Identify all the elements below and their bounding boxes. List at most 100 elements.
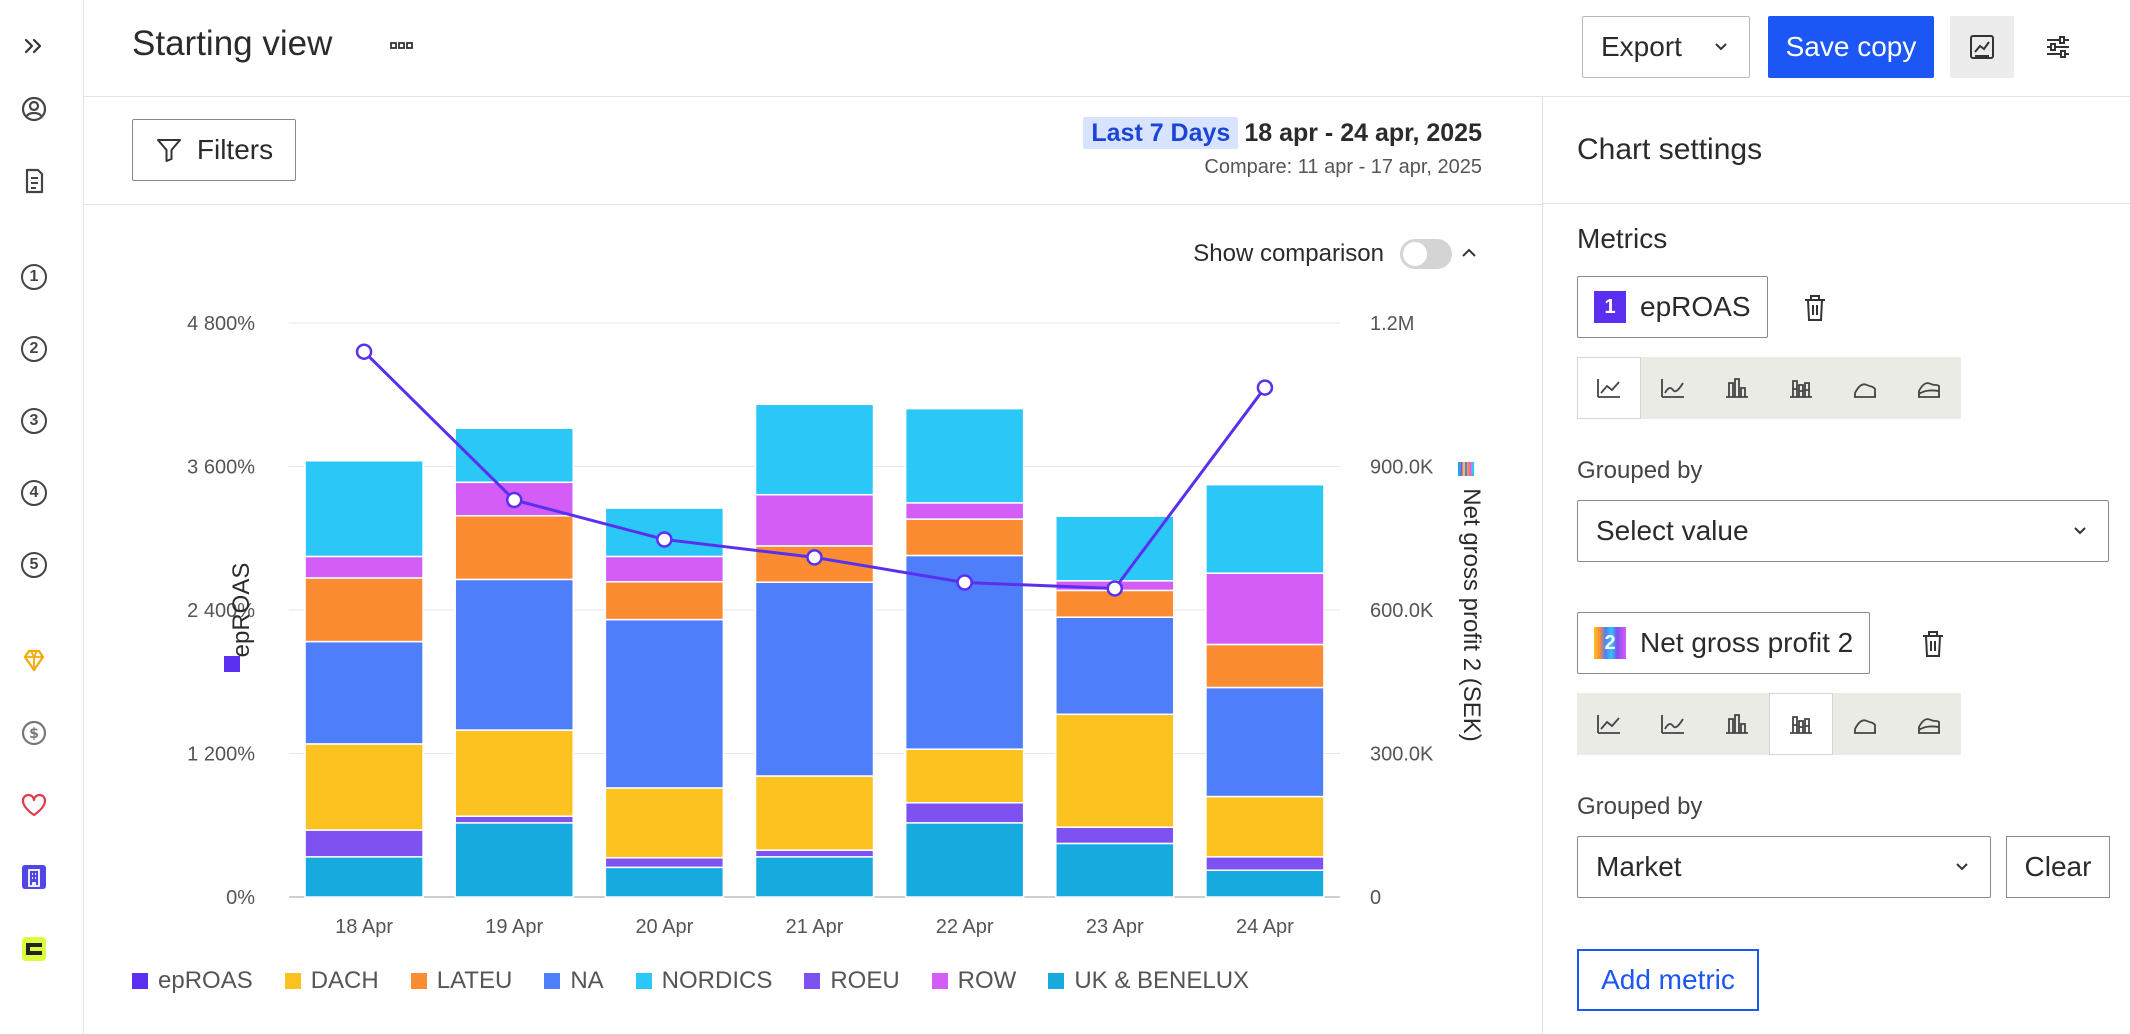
panel-title: Chart settings bbox=[1577, 133, 1763, 166]
legend-item[interactable]: LATEU bbox=[410, 967, 513, 995]
metric-2-chart-type-stacked-area-button[interactable] bbox=[1897, 693, 1961, 755]
delete-metric-1-trash-icon[interactable] bbox=[1799, 291, 1831, 325]
metric-1-chart-type-stacked-bar-button[interactable] bbox=[1769, 357, 1833, 419]
stacked-bar-chart-icon bbox=[1790, 716, 1812, 734]
area-chart-icon bbox=[1854, 719, 1876, 734]
legend-item[interactable]: UK & BENELUX bbox=[1048, 967, 1249, 995]
show-comparison-toggle[interactable] bbox=[1400, 239, 1452, 269]
x-axis-tick-label: 20 Apr bbox=[635, 916, 693, 938]
stacked-bar-chart-icon bbox=[1790, 380, 1812, 398]
heart-icon[interactable] bbox=[17, 788, 51, 822]
diamond-icon[interactable] bbox=[17, 644, 51, 678]
brand-logo-icon[interactable] bbox=[17, 932, 51, 966]
expand-sidebar-icon[interactable] bbox=[17, 29, 51, 63]
legend-item[interactable]: DACH bbox=[284, 967, 379, 995]
sidebar-item-5[interactable]: 5 bbox=[17, 548, 51, 582]
legend-item[interactable]: ROW bbox=[931, 967, 1016, 995]
add-metric-button[interactable]: Add metric bbox=[1577, 949, 1759, 1011]
sidebar-item-3[interactable]: 3 bbox=[17, 404, 51, 438]
metric-2-chip[interactable]: 2 Net gross profit 2 bbox=[1577, 612, 1871, 674]
legend-label: ROEU bbox=[830, 967, 900, 994]
left-axis-swatch bbox=[224, 656, 240, 672]
filters-button[interactable]: Filters bbox=[132, 119, 296, 181]
right-axis-swatch bbox=[1458, 462, 1461, 476]
stacked-area-chart-icon bbox=[1918, 382, 1940, 398]
show-comparison-label: Show comparison bbox=[1193, 240, 1384, 267]
bar-segment bbox=[454, 578, 574, 731]
number-5-icon: 5 bbox=[21, 552, 47, 578]
left-axis-tick-label: 0% bbox=[226, 887, 255, 909]
building-icon[interactable] bbox=[17, 860, 51, 894]
legend-label: LATEU bbox=[436, 967, 513, 994]
area-chart-icon bbox=[1854, 383, 1876, 398]
x-axis-tick-label: 19 Apr bbox=[485, 916, 543, 938]
legend-item[interactable]: epROAS bbox=[132, 967, 253, 995]
legend-item[interactable]: NA bbox=[544, 967, 604, 995]
bar-segment bbox=[904, 802, 1025, 824]
save-copy-button[interactable]: Save copy bbox=[1768, 16, 1934, 78]
legend-swatch bbox=[931, 973, 948, 989]
metric-1-chart-type-smooth-line-button[interactable] bbox=[1641, 357, 1705, 419]
bar-segment bbox=[754, 493, 875, 547]
legend-swatch bbox=[804, 973, 821, 989]
line-point bbox=[505, 491, 523, 509]
bar-segment bbox=[1205, 795, 1325, 858]
legend-label: DACH bbox=[310, 967, 379, 994]
legend-swatch bbox=[544, 973, 561, 989]
sidebar-item-4[interactable]: 4 bbox=[17, 476, 51, 510]
bar-segment bbox=[1205, 572, 1325, 646]
right-axis-tick-label: 1.2M bbox=[1370, 313, 1414, 335]
left-axis-tick-label: 4 800% bbox=[187, 313, 255, 335]
chart-view-button[interactable] bbox=[1950, 16, 2014, 78]
bar-segment bbox=[604, 555, 725, 583]
metric-1-chart-type-line-button[interactable] bbox=[1577, 357, 1641, 419]
chart-edit-icon bbox=[1970, 35, 1994, 59]
collapse-chevron-up-icon[interactable] bbox=[1456, 243, 1482, 263]
bar-segment bbox=[1055, 616, 1175, 716]
sidebar-item-2[interactable]: 2 bbox=[17, 332, 51, 366]
bar-segment bbox=[754, 775, 875, 851]
legend-item[interactable]: ROEU bbox=[804, 967, 900, 995]
metric-2-chart-type-bar-button[interactable] bbox=[1705, 693, 1769, 755]
metric-1-grouped-by-select[interactable]: Select value bbox=[1577, 500, 2109, 562]
user-profile-icon[interactable] bbox=[17, 92, 51, 126]
clear-grouping-button[interactable]: Clear bbox=[2006, 836, 2110, 898]
metric-2-chart-type-stacked-bar-button[interactable] bbox=[1769, 693, 1833, 755]
date-range-picker[interactable]: Last 7 Days 18 apr - 24 apr, 2025 Compare… bbox=[1083, 117, 1482, 179]
right-axis-tick-label: 600.0K bbox=[1370, 600, 1434, 622]
bar-segment bbox=[754, 856, 875, 898]
export-label: Export bbox=[1601, 31, 1682, 62]
left-axis-tick-label: 3 600% bbox=[187, 457, 255, 479]
left-axis-label: epROAS bbox=[228, 563, 255, 658]
dollar-icon[interactable]: $ bbox=[17, 716, 51, 750]
legend-swatch bbox=[132, 973, 148, 989]
left-axis-tick-label: 2 400% bbox=[187, 600, 255, 622]
metric-1-chart-type-area-button[interactable] bbox=[1833, 357, 1897, 419]
metric-1-chip[interactable]: 1 epROAS bbox=[1577, 276, 1768, 338]
bar-segment bbox=[1205, 643, 1325, 689]
legend-swatch bbox=[410, 973, 427, 989]
x-axis-tick-label: 21 Apr bbox=[786, 916, 844, 938]
metric-2-chart-type-line-button[interactable] bbox=[1577, 693, 1641, 755]
delete-metric-2-trash-icon[interactable] bbox=[1917, 627, 1949, 661]
sliders-icon bbox=[2047, 36, 2069, 58]
metric-2-grouped-by-select[interactable]: Market bbox=[1577, 836, 1991, 898]
metric-2-chart-type-smooth-line-button[interactable] bbox=[1641, 693, 1705, 755]
settings-sliders-button[interactable] bbox=[2026, 16, 2090, 78]
metric-1-chart-type-stacked-area-button[interactable] bbox=[1897, 357, 1961, 419]
report-document-icon[interactable] bbox=[17, 164, 51, 198]
legend-label: NA bbox=[570, 967, 604, 994]
x-axis-tick-label: 24 Apr bbox=[1236, 916, 1294, 938]
bar-segment bbox=[1205, 483, 1325, 574]
sidebar-item-1[interactable]: 1 bbox=[17, 260, 51, 294]
line-point bbox=[1256, 379, 1274, 396]
export-dropdown[interactable]: Export bbox=[1582, 16, 1750, 78]
metric-2-chart-type-area-button[interactable] bbox=[1833, 693, 1897, 755]
chart-settings-panel: Chart settings Metrics 1 epROAS Grouped … bbox=[1542, 97, 2130, 1034]
page-header: Starting view Export Save copy bbox=[84, 0, 2130, 97]
bar-segment bbox=[1205, 686, 1325, 798]
more-options-icon[interactable] bbox=[386, 34, 418, 58]
bar-segment bbox=[304, 577, 424, 643]
metric-1-chart-type-bar-button[interactable] bbox=[1705, 357, 1769, 419]
legend-item[interactable]: NORDICS bbox=[635, 967, 772, 995]
